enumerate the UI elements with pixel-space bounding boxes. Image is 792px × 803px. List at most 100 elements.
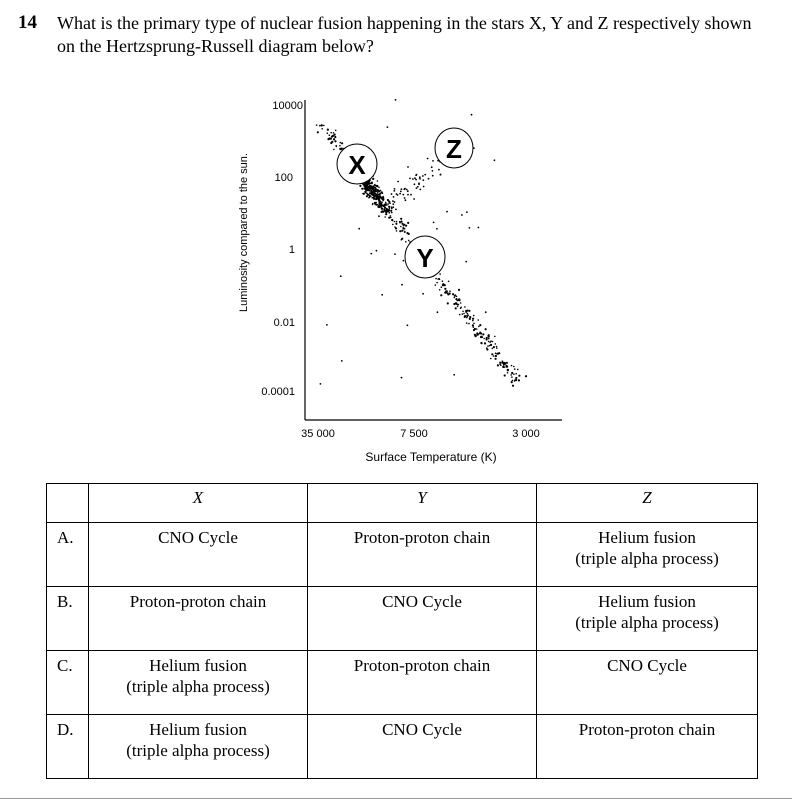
star-dot <box>392 200 394 202</box>
star-dot <box>440 286 443 288</box>
star-dot <box>374 187 377 189</box>
option-cell-y: CNO Cycle <box>307 586 537 651</box>
option-cell-z: Helium fusion (triple alpha process) <box>536 522 758 587</box>
star-dot <box>416 185 419 188</box>
star-dot <box>459 307 462 309</box>
star-dot <box>484 311 487 314</box>
star-dot <box>393 201 396 203</box>
star-dot <box>385 204 388 206</box>
star-dot <box>376 184 379 187</box>
star-dot <box>438 289 441 291</box>
star-dot <box>449 290 451 292</box>
star-dot <box>496 347 498 349</box>
star-dot <box>374 189 377 191</box>
star-dot <box>371 196 374 199</box>
option-row-c[interactable]: C. Helium fusion (triple alpha process) P… <box>46 650 758 715</box>
star-dot <box>393 190 396 192</box>
header-cell: Y <box>307 483 537 523</box>
star-dot <box>491 353 494 356</box>
star-dot <box>503 366 506 369</box>
star-dot <box>376 192 379 194</box>
x-axis-label: Surface Temperature (K) <box>365 450 496 464</box>
star-dot <box>422 185 425 188</box>
star-dot <box>487 345 489 347</box>
star-dot <box>453 302 456 306</box>
star-dot <box>444 287 447 290</box>
star-dot <box>368 181 370 184</box>
answer-table: X Y Z A. CNO Cycle Proton-proton chain H… <box>46 483 758 779</box>
star-dot <box>427 177 430 180</box>
star-dot <box>400 225 402 228</box>
option-cell-x: Helium fusion (triple alpha process) <box>88 714 308 779</box>
star-dot <box>394 226 396 228</box>
star-dot <box>375 194 378 197</box>
x-tick-label: 35 000 <box>301 428 335 440</box>
star-dot <box>503 365 505 367</box>
star-dot <box>468 309 471 312</box>
star-dot <box>376 203 379 206</box>
star-dot <box>426 157 429 160</box>
star-dot <box>490 343 493 346</box>
star-dot <box>484 328 487 331</box>
star-dot <box>430 166 433 169</box>
star-dot <box>389 215 392 217</box>
star-dot <box>407 166 409 168</box>
option-row-d[interactable]: D. Helium fusion (triple alpha process) C… <box>46 714 758 779</box>
star-dot <box>379 196 382 199</box>
option-row-b[interactable]: B. Proton-proton chain CNO Cycle Helium … <box>46 586 758 651</box>
star-dot <box>472 317 475 320</box>
star-dot <box>384 201 387 204</box>
star-dot <box>320 124 323 127</box>
star-dot <box>372 177 375 180</box>
star-dot <box>454 307 457 310</box>
star-dot <box>370 252 373 255</box>
star-dot <box>412 178 414 180</box>
star-dot <box>381 201 383 203</box>
option-row-a[interactable]: A. CNO Cycle Proton-proton chain Helium … <box>46 522 758 587</box>
star-dot <box>456 305 459 308</box>
y-axis-label: Luminosity compared to the sun. <box>238 153 250 312</box>
star-dot <box>382 210 385 213</box>
star-dot <box>372 189 375 192</box>
star-dot <box>366 192 368 195</box>
star-dot <box>321 128 323 130</box>
star-dot <box>517 368 519 371</box>
star-dot <box>466 309 469 312</box>
star-dot <box>388 211 391 214</box>
star-dot <box>381 208 383 210</box>
star-dot <box>407 193 409 196</box>
star-dot <box>372 191 375 194</box>
star-dot <box>319 383 322 385</box>
star-dot <box>484 342 486 345</box>
star-dot <box>403 228 406 230</box>
star-dot <box>481 342 483 345</box>
star-dot <box>407 239 410 242</box>
option-letter: C. <box>46 650 89 715</box>
star-dot <box>359 184 362 187</box>
star-dot <box>491 340 494 343</box>
option-letter: D. <box>46 714 89 779</box>
star-dot <box>401 229 404 232</box>
star-dot <box>476 334 478 336</box>
star-dot <box>492 346 495 349</box>
star-dot <box>407 221 410 224</box>
star-dot <box>330 135 334 138</box>
header-cell: X <box>88 483 308 523</box>
star-dot <box>333 138 336 141</box>
star-dot <box>415 173 418 176</box>
star-dot <box>485 347 488 349</box>
star-dot <box>326 128 329 131</box>
star-dot <box>377 195 380 198</box>
star-dot <box>477 226 480 229</box>
star-dot <box>510 364 513 367</box>
star-dot <box>503 361 506 365</box>
star-dot <box>495 345 498 348</box>
star-dot <box>479 324 482 327</box>
star-dot <box>392 223 394 226</box>
star-dot <box>472 328 476 332</box>
y-tick-label: 0.0001 <box>261 386 295 398</box>
star-dot <box>397 180 399 183</box>
star-dot <box>333 148 335 151</box>
star-dot <box>362 192 365 195</box>
svg-text:X: X <box>348 150 366 180</box>
